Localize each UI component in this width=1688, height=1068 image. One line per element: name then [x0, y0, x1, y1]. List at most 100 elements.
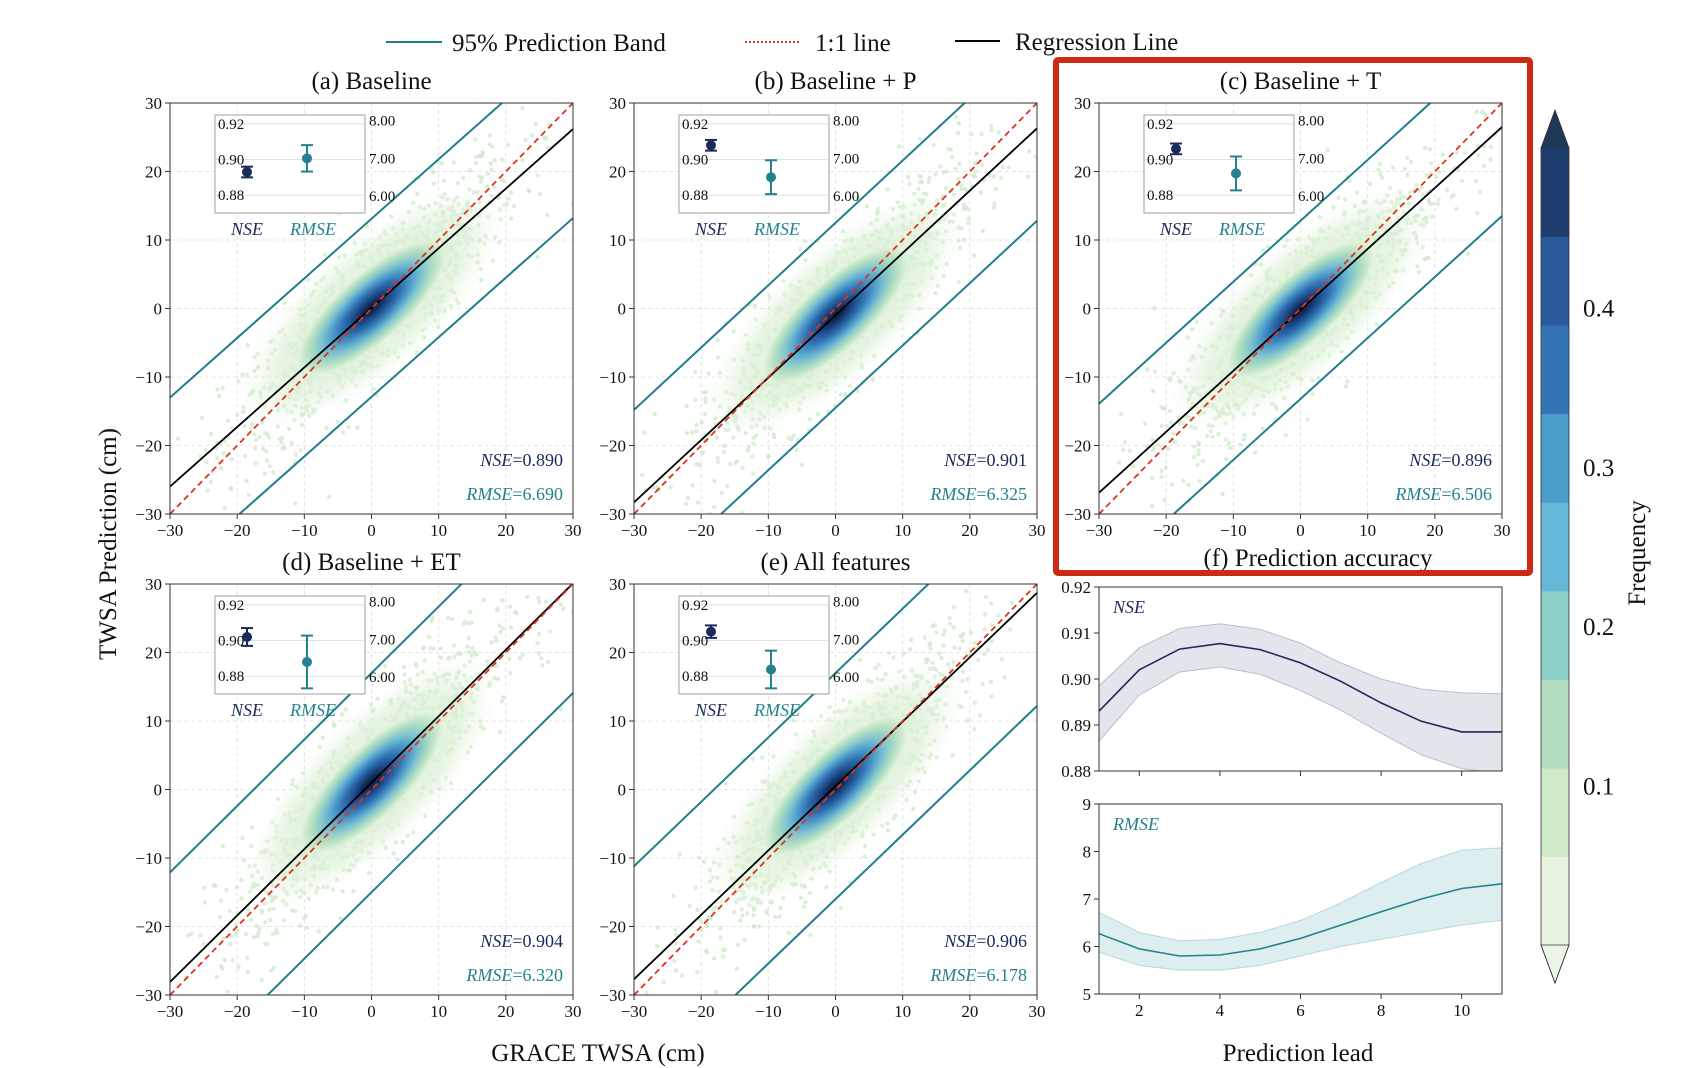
scatter-point [991, 174, 996, 179]
rmse-stat: RMSE=6.506 [1394, 484, 1492, 504]
x-tick-label: −10 [755, 1002, 782, 1021]
scatter-point [735, 942, 741, 948]
scatter-point [1454, 150, 1459, 155]
x-tick-label: −20 [1153, 521, 1180, 540]
scatter-point [960, 669, 966, 674]
scatter-point [798, 247, 803, 252]
rmse-stat-name: RMSE [929, 484, 976, 504]
scatter-point [943, 185, 949, 191]
scatter-point [202, 885, 207, 890]
scatter-point [862, 854, 867, 859]
scatter-point [983, 612, 988, 617]
scatter-point [712, 905, 718, 910]
scatter-point [957, 161, 962, 166]
scatter-point [460, 175, 466, 181]
y-tick-label: 10 [145, 231, 162, 250]
scatter-point [1152, 306, 1157, 311]
scatter-point [1437, 170, 1442, 175]
x-tick-label: −20 [224, 521, 251, 540]
colorbar: 0.10.20.30.4 [1540, 108, 1615, 985]
inset-nse-tick: 0.90 [682, 634, 708, 650]
subplot-x-tick-label: 4 [1216, 1001, 1225, 1020]
inset-nse-tick: 0.88 [1147, 188, 1173, 204]
inset-nse-tick: 0.88 [218, 188, 244, 204]
confidence-band [1099, 623, 1502, 771]
scatter-point [716, 460, 721, 465]
scatter-point [1223, 437, 1228, 442]
scatter-point [431, 169, 436, 175]
scatter-point [928, 646, 933, 651]
scatter-point [466, 636, 471, 641]
scatter-point [271, 931, 276, 937]
scatter-point [202, 900, 207, 905]
scatter-point [214, 455, 220, 461]
legend-band-label: 95% Prediction Band [452, 30, 666, 57]
panel-title: (b) Baseline + P [755, 68, 917, 95]
scatter-point [1192, 444, 1197, 449]
scatter-point [1419, 185, 1424, 190]
inset-nse-marker [1171, 143, 1181, 154]
inset-nse-marker [706, 140, 716, 151]
scatter-point [740, 465, 745, 470]
scatter-point [264, 458, 270, 463]
x-tick-label: −10 [291, 521, 318, 540]
colorbar-bin [1541, 679, 1569, 769]
scatter-point [225, 418, 231, 423]
scatter-point [242, 423, 247, 429]
scatter-point [989, 623, 994, 628]
scatter-point [1186, 482, 1191, 488]
scatter-point [991, 205, 997, 210]
scatter-point [252, 446, 258, 451]
inset-rmse-tick: 6.00 [369, 189, 395, 205]
colorbar-tick-label: 0.1 [1583, 774, 1614, 801]
scatter-point [824, 884, 829, 890]
x-tick-label: −10 [1220, 521, 1247, 540]
inset-rmse-tick: 6.00 [833, 670, 859, 686]
scatter-point [701, 859, 706, 864]
scatter-point [815, 412, 820, 417]
scatter-point [973, 169, 978, 174]
nse-stat-value: =0.901 [976, 450, 1027, 470]
scatter-point [897, 144, 902, 149]
scatter-point [687, 903, 693, 909]
scatter-point [973, 161, 978, 166]
scatter-point [293, 452, 298, 457]
scatter-point [498, 729, 503, 734]
scatter-point [506, 142, 511, 148]
scatter-point [941, 170, 946, 175]
scatter-point [244, 478, 249, 484]
scatter-point [198, 933, 203, 938]
scatter-point [690, 483, 695, 488]
scatter-point [965, 677, 970, 682]
band-lower-line [266, 692, 573, 995]
panel-f-title: (f) Prediction accuracy [1203, 545, 1433, 572]
scatter-point [1173, 440, 1178, 445]
rmse-stat-value: =6.506 [1441, 484, 1492, 504]
subplot-y-tick-label: 6 [1083, 938, 1092, 957]
scatter-point [1220, 491, 1225, 497]
scatter-point [1164, 423, 1170, 428]
scatter-point [699, 927, 704, 933]
scatter-point [917, 136, 923, 142]
rmse-stat-value: =6.320 [512, 965, 563, 985]
scatter-point [932, 623, 938, 628]
y-tick-label: −10 [135, 368, 162, 387]
x-tick-label: −30 [157, 1002, 184, 1021]
y-tick-label: 0 [1083, 300, 1092, 319]
y-tick-label: −20 [599, 918, 626, 937]
scatter-point [1194, 319, 1199, 325]
scatter-point [470, 645, 475, 651]
x-tick-label: 0 [367, 521, 376, 540]
scatter-point [1482, 112, 1488, 118]
scatter-point [988, 601, 994, 606]
scatter-point [257, 434, 262, 440]
scatter-point [266, 435, 271, 440]
scatter-point [536, 651, 541, 656]
scatter-point [949, 154, 955, 160]
scatter-point [265, 942, 270, 947]
band-lower-line [719, 220, 1037, 514]
scatter-point [978, 190, 984, 195]
scatter-point [1445, 187, 1450, 193]
